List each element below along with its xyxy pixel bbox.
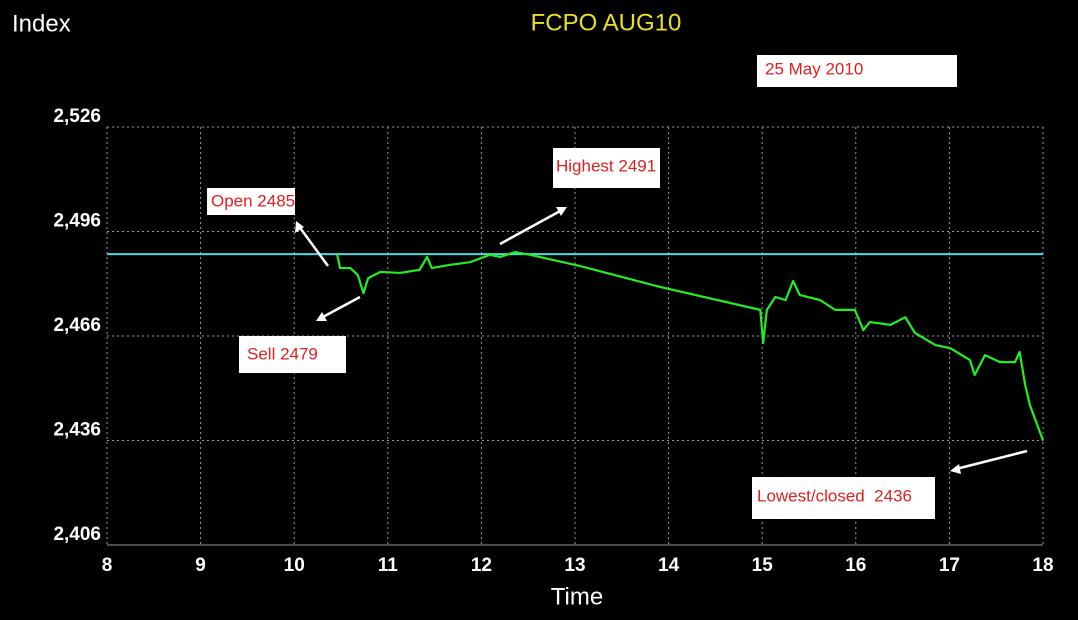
annotation: Highest 2491	[556, 156, 656, 175]
arrow	[955, 449, 1028, 471]
x-tick-label: 17	[939, 555, 960, 576]
x-tick-label: 12	[471, 555, 492, 576]
y-tick-label: 2,526	[53, 106, 101, 127]
y-tick-label: 2,406	[53, 524, 101, 545]
annotation: 25 May 2010	[765, 59, 863, 78]
arrow-head	[316, 312, 327, 321]
x-axis-label: Time	[551, 583, 603, 610]
x-tick-label: 13	[564, 555, 585, 576]
annotation: Open 2485	[211, 191, 295, 210]
chart-title: FCPO AUG10	[531, 9, 682, 36]
annotation-box	[239, 336, 346, 373]
arrow-head	[295, 221, 304, 233]
annotation-box	[757, 55, 957, 87]
x-tick-label: 15	[752, 555, 774, 576]
y-tick-label: 2,496	[53, 211, 101, 232]
annotation-box	[752, 477, 935, 519]
arrow	[499, 208, 563, 246]
x-tick-label: 9	[195, 555, 206, 576]
x-tick-label: 16	[845, 555, 866, 576]
y-tick-label: 2,436	[53, 420, 101, 441]
x-tick-label: 11	[378, 555, 399, 576]
y-axis-label: Index	[12, 10, 71, 37]
y-tick-label: 2,466	[53, 315, 101, 336]
arrows	[295, 207, 1028, 474]
x-tick-label: 10	[284, 555, 305, 576]
annotation: Sell 2479	[247, 344, 318, 363]
annotation-box	[553, 148, 660, 188]
annotation-box	[207, 188, 295, 215]
x-tick-label: 18	[1032, 555, 1053, 576]
arrow	[296, 224, 330, 267]
annotation: Lowest/closed 2436	[757, 486, 912, 505]
arrow-head	[950, 464, 961, 474]
x-tick-label: 14	[658, 555, 680, 576]
arrow	[320, 295, 361, 320]
price-line	[336, 250, 1045, 441]
arrow-head	[556, 207, 567, 216]
x-tick-label: 8	[102, 555, 113, 576]
